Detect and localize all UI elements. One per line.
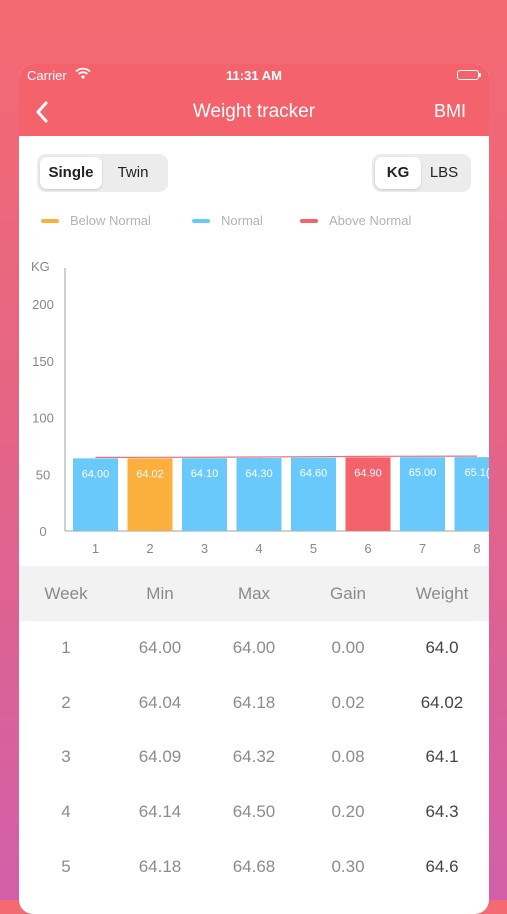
x-tick-label: 6 bbox=[364, 541, 371, 556]
x-tick-label: 8 bbox=[473, 541, 480, 556]
cell-max: 64.32 bbox=[232, 747, 276, 767]
cell-week: 4 bbox=[61, 802, 71, 822]
cell-weight: 64.6 bbox=[425, 856, 459, 876]
bar-week-6 bbox=[345, 457, 391, 531]
x-tick-label: 2 bbox=[146, 541, 153, 556]
bar-week-1 bbox=[73, 458, 118, 531]
clock: 11:31 AM bbox=[226, 68, 282, 83]
bar-value-label: 64.02 bbox=[136, 468, 164, 480]
table-row[interactable]: 1 64.00 64.00 0.00 64.0 bbox=[19, 621, 489, 676]
legend-label: Normal bbox=[221, 213, 263, 228]
bar-week-2 bbox=[127, 458, 173, 531]
y-tick-label: 200 bbox=[32, 297, 54, 312]
bar-value-label: 64.30 bbox=[245, 468, 273, 480]
cell-min: 64.14 bbox=[138, 802, 182, 822]
cell-weight: 64.1 bbox=[425, 747, 459, 767]
cell-max: 64.00 bbox=[232, 638, 276, 658]
legend-above-normal: Above Normal bbox=[300, 213, 411, 228]
chart-canvas: KG 0 50 100 150 200 64.00 1 64.02 2 64.10 3 64.30 4 64… bbox=[31, 259, 489, 556]
legend-swatch bbox=[300, 218, 318, 223]
status-bar: Carrier 11:31 AM bbox=[19, 64, 489, 88]
chart-legend: Below Normal Normal Above Normal bbox=[19, 213, 489, 229]
bar-week-4 bbox=[236, 458, 282, 531]
pregnancy-toggle: Single Twin bbox=[37, 154, 168, 192]
cell-gain: 0.02 bbox=[331, 692, 365, 712]
bar-value-label: 64.90 bbox=[354, 467, 382, 479]
table-header: Week Min Max Gain Weight bbox=[19, 566, 489, 621]
y-axis-unit: KG bbox=[31, 259, 50, 274]
cell-gain: 0.00 bbox=[331, 638, 365, 658]
bar-value-label: 65.00 bbox=[409, 467, 437, 479]
cell-min: 64.18 bbox=[138, 856, 182, 876]
cell-gain: 0.30 bbox=[331, 856, 365, 876]
y-tick-label: 50 bbox=[36, 467, 50, 482]
battery-icon bbox=[457, 70, 481, 80]
bar-week-3 bbox=[182, 458, 227, 531]
bar-value-label: 64.00 bbox=[82, 468, 110, 480]
table-row[interactable]: 3 64.09 64.32 0.08 64.1 bbox=[19, 730, 489, 785]
bar-week-7 bbox=[400, 457, 445, 531]
unit-toggle: KG LBS bbox=[372, 154, 471, 192]
bar-week-8 bbox=[454, 457, 489, 531]
y-tick-label: 150 bbox=[32, 354, 54, 369]
header-max: Max bbox=[237, 583, 271, 603]
bar-week-5 bbox=[291, 457, 336, 531]
header-gain: Gain bbox=[330, 583, 366, 603]
x-tick-label: 7 bbox=[419, 541, 426, 556]
page-title: Weight tracker bbox=[192, 101, 316, 122]
carrier-label: Carrier bbox=[27, 68, 67, 83]
x-tick-label: 4 bbox=[255, 541, 262, 556]
header-weight: Weight bbox=[415, 583, 469, 603]
legend-swatch bbox=[41, 218, 59, 223]
x-tick-label: 1 bbox=[92, 541, 99, 556]
nav-bar: Weight tracker BMI bbox=[19, 88, 489, 136]
single-option[interactable]: Single bbox=[40, 157, 102, 189]
lbs-option[interactable]: LBS bbox=[429, 164, 459, 181]
cell-max: 64.18 bbox=[232, 692, 276, 712]
weight-bar-chart: KG 0 50 100 150 200 64.00 1 64.02 2 64.10 3 64.30 4 64… bbox=[19, 254, 489, 564]
cell-gain: 0.20 bbox=[331, 802, 365, 822]
trend-line bbox=[95, 455, 478, 458]
bmi-button[interactable]: BMI bbox=[433, 101, 466, 121]
twin-option[interactable]: Twin bbox=[117, 164, 149, 181]
bar-value-label: 65.1( bbox=[464, 467, 489, 479]
wifi-icon bbox=[75, 67, 91, 82]
cell-week: 2 bbox=[61, 692, 71, 712]
bar-value-label: 64.60 bbox=[300, 468, 328, 480]
y-tick-label: 0 bbox=[39, 524, 46, 539]
app-screen: Carrier 11:31 AM Weight tracker BMI Sing… bbox=[19, 64, 489, 914]
cell-max: 64.50 bbox=[232, 802, 276, 822]
cell-week: 1 bbox=[61, 638, 71, 658]
cell-min: 64.00 bbox=[138, 638, 182, 658]
kg-option[interactable]: KG bbox=[375, 157, 421, 189]
cell-weight: 64.3 bbox=[425, 802, 459, 822]
legend-below-normal: Below Normal bbox=[41, 213, 151, 228]
table-row[interactable]: 5 64.18 64.68 0.30 64.6 bbox=[19, 839, 489, 894]
bar-value-label: 64.10 bbox=[191, 468, 219, 480]
cell-min: 64.09 bbox=[138, 747, 182, 767]
cell-gain: 0.08 bbox=[331, 747, 365, 767]
cell-week: 3 bbox=[61, 747, 71, 767]
legend-label: Above Normal bbox=[329, 213, 412, 228]
table-row[interactable]: 4 64.14 64.50 0.20 64.3 bbox=[19, 785, 489, 840]
x-tick-label: 3 bbox=[201, 541, 208, 556]
header-min: Min bbox=[146, 583, 174, 603]
header-week: Week bbox=[44, 583, 88, 603]
legend-label: Below Normal bbox=[70, 213, 151, 228]
cell-max: 64.68 bbox=[232, 856, 276, 876]
legend-swatch bbox=[192, 218, 210, 223]
legend-normal: Normal bbox=[192, 213, 263, 228]
x-tick-label: 5 bbox=[310, 541, 317, 556]
cell-week: 5 bbox=[61, 856, 71, 876]
y-tick-label: 100 bbox=[32, 411, 54, 426]
cell-weight: 64.0 bbox=[425, 638, 459, 658]
weight-table: Week Min Max Gain Weight 1 64.00 64.00 0… bbox=[19, 566, 489, 894]
chevron-left-icon[interactable] bbox=[31, 98, 55, 126]
table-row[interactable]: 2 64.04 64.18 0.02 64.02 bbox=[19, 676, 489, 731]
cell-min: 64.04 bbox=[138, 692, 182, 712]
cell-weight: 64.02 bbox=[420, 692, 464, 712]
